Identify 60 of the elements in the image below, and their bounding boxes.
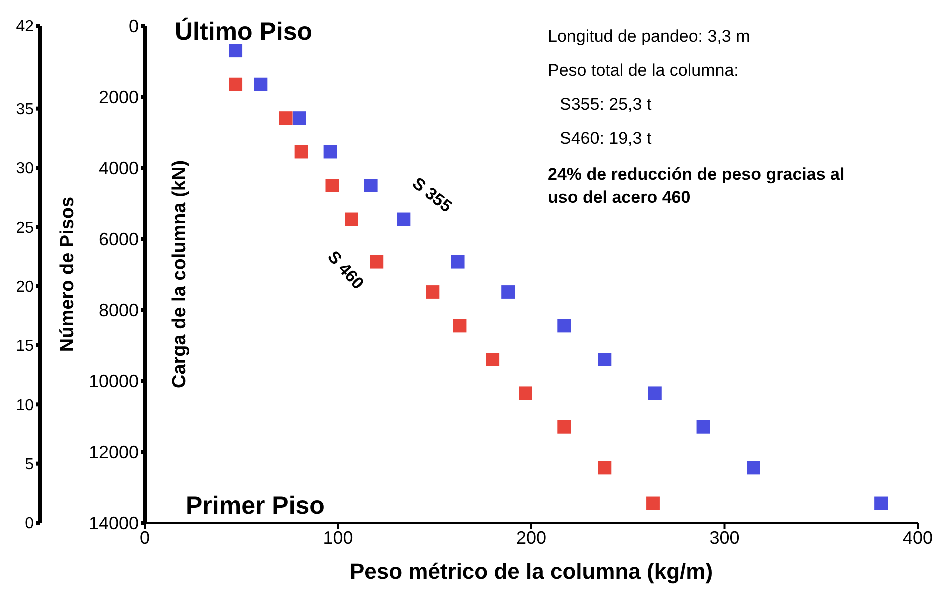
point <box>364 179 378 192</box>
point <box>229 78 243 92</box>
y-tick-label: 0 <box>128 16 139 36</box>
y2-tick-label: 10 <box>16 397 34 414</box>
text: S 355 <box>408 174 456 216</box>
annotation: Primer Piso <box>186 491 325 522</box>
point <box>486 352 500 366</box>
annotation: Último Piso <box>175 16 313 48</box>
point <box>326 179 340 192</box>
y-tick-label: 6000 <box>98 229 139 250</box>
y-axis-title: Carga de la columna (kN) <box>170 160 190 389</box>
point <box>696 420 710 434</box>
point <box>502 286 516 299</box>
point <box>648 386 662 400</box>
x-axis-title: Peso métrico de la columna (kg/m) <box>350 559 714 584</box>
point <box>558 420 572 434</box>
y2-tick-label: 35 <box>16 102 34 119</box>
y2-tick-label: 20 <box>16 279 34 296</box>
point <box>874 496 888 510</box>
y-tick-label: 4000 <box>98 158 139 178</box>
y2-tick-label: 15 <box>16 338 34 356</box>
point <box>370 255 384 269</box>
x-tick-label: 300 <box>710 528 740 548</box>
point <box>397 212 411 226</box>
point <box>292 112 306 126</box>
point <box>453 319 467 333</box>
y2-tick-label: 0 <box>25 516 34 533</box>
point <box>345 212 358 226</box>
y2-tick-label: 30 <box>16 160 34 178</box>
annotation: Peso total de la columna: <box>548 60 739 82</box>
y-tick-label: 2000 <box>98 87 139 108</box>
point <box>598 352 612 366</box>
x-tick-label: 100 <box>323 528 354 548</box>
point <box>518 386 532 400</box>
y2-tick-label: 25 <box>16 220 34 237</box>
y-tick-label: 8000 <box>98 300 139 320</box>
point <box>426 286 440 299</box>
x-tick-label: 400 <box>902 528 934 548</box>
y2-tick-label: 42 <box>16 18 34 36</box>
annotation: Longitud de pandeo: 3,3 m <box>548 26 750 48</box>
point <box>294 145 308 159</box>
y-tick-label: 10000 <box>88 371 139 392</box>
x-tick-label: 200 <box>516 528 547 548</box>
point <box>558 319 572 333</box>
annotation: 24% de reducción de peso gracias al uso del acero 460 <box>548 164 846 209</box>
point <box>279 112 293 126</box>
annotation: S460: 19,3 t <box>560 128 652 150</box>
y2-tick-label: 5 <box>25 456 34 474</box>
point <box>254 78 268 92</box>
text: S 460 <box>324 248 368 294</box>
point <box>598 461 612 475</box>
y2-axis-title: Número de Pisos <box>58 196 78 352</box>
point <box>324 145 338 159</box>
point <box>451 255 465 269</box>
y-tick-label: 14000 <box>88 513 139 534</box>
y-tick-label: 12000 <box>88 442 139 462</box>
point <box>747 461 760 475</box>
point <box>646 496 660 510</box>
point <box>229 44 243 58</box>
annotation: S355: 25,3 t <box>560 94 652 116</box>
